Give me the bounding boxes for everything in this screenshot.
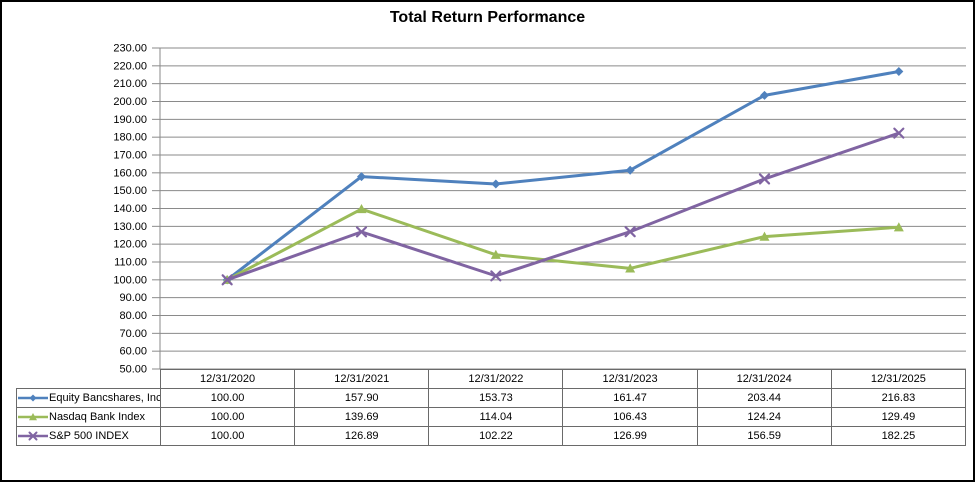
triangle-marker: [29, 413, 37, 421]
x-marker: [28, 431, 38, 441]
series-line: [225, 69, 901, 282]
value-cell: 203.44: [696, 388, 832, 408]
series-line: [225, 131, 901, 282]
date-header-cell: 12/31/2022: [428, 369, 564, 389]
diamond-marker: [760, 90, 769, 100]
value-cell: 161.47: [562, 388, 698, 408]
y-axis-label: 100.00: [113, 274, 147, 286]
value-cell: 156.59: [696, 426, 832, 446]
y-axis-label: 230.00: [113, 43, 147, 55]
y-axis-label: 70.00: [119, 328, 147, 340]
value-cell: 102.22: [428, 426, 564, 446]
legend-series-icon: [18, 431, 48, 441]
y-axis-label: 160.00: [113, 167, 147, 179]
diamond-marker: [894, 66, 904, 76]
y-axis-label: 130.00: [113, 221, 147, 233]
date-header-cell: 12/31/2023: [562, 369, 698, 389]
y-axis-label: 110.00: [114, 257, 147, 269]
legend-label: Equity Bancshares, Inc.: [49, 392, 161, 404]
x-marker: [355, 226, 368, 238]
value-cell: 216.83: [830, 388, 967, 408]
table-corner-cell: [17, 370, 161, 389]
value-cell: 100.00: [159, 426, 296, 446]
x-marker: [221, 274, 233, 286]
date-header-cell: 12/31/2025: [830, 369, 967, 389]
value-cell: 157.90: [294, 388, 430, 408]
triangle-marker: [893, 222, 904, 232]
triangle-marker: [490, 249, 501, 259]
x-marker: [893, 127, 905, 139]
table-row: Nasdaq Bank Index 100.00 139.69 114.04 106.4…: [16, 407, 967, 427]
value-cell: 139.69: [294, 407, 430, 427]
y-axis-label: 200.00: [113, 96, 147, 108]
value-cell: 153.73: [428, 388, 564, 408]
legend-label: S&P 500 INDEX: [49, 430, 129, 442]
x-marker: [758, 173, 771, 185]
y-axis-label: 50.00: [119, 364, 147, 375]
diamond-marker: [491, 179, 501, 189]
value-cell: 129.49: [830, 407, 967, 427]
y-axis-label: 150.00: [113, 185, 147, 197]
value-cell: 126.99: [562, 426, 698, 446]
value-cell: 182.25: [830, 426, 967, 446]
diamond-marker: [29, 394, 37, 402]
legend-label: Nasdaq Bank Index: [49, 411, 146, 423]
y-axis-label: 60.00: [119, 346, 147, 358]
performance-table: 12/31/2020 12/31/2021 12/31/2022 12/31/2023…: [16, 369, 967, 446]
y-axis-label: 170.00: [113, 150, 147, 162]
table-row: Equity Bancshares, Inc. 100.00 157.90 153.7…: [16, 388, 967, 408]
y-axis-label: 140.00: [113, 203, 147, 215]
legend-cell: Equity Bancshares, Inc.: [16, 388, 161, 408]
value-cell: 106.43: [562, 407, 698, 427]
value-cell: 126.89: [294, 426, 430, 446]
legend-cell: S&P 500 INDEX: [16, 426, 161, 446]
value-cell: 114.04: [428, 407, 564, 427]
value-cell: 100.00: [159, 388, 296, 408]
value-cell: 124.24: [696, 407, 832, 427]
chart-title: Total Return Performance: [389, 9, 586, 26]
y-axis-label: 80.00: [119, 310, 147, 322]
date-header-cell: 12/31/2020: [159, 369, 296, 389]
y-axis-label: 210.00: [113, 78, 147, 90]
y-axis-label: 180.00: [113, 132, 147, 144]
y-axis-label: 90.00: [119, 292, 147, 304]
x-marker: [490, 270, 502, 282]
y-axis-label: 120.00: [113, 239, 147, 251]
series-line: [225, 207, 901, 282]
legend-series-icon: [18, 413, 48, 421]
triangle-marker: [759, 231, 770, 241]
date-header-cell: 12/31/2024: [696, 369, 832, 389]
y-axis-label: 220.00: [113, 60, 147, 72]
y-axis-label: 190.00: [113, 114, 147, 126]
table-row: S&P 500 INDEX 100.00 126.89 102.22 126.99 156…: [16, 426, 967, 446]
date-header-cell: 12/31/2021: [294, 369, 430, 389]
legend-cell: Nasdaq Bank Index: [16, 407, 161, 427]
triangle-marker: [625, 263, 636, 273]
x-marker: [624, 226, 636, 238]
diamond-marker: [625, 165, 635, 175]
legend-series-icon: [18, 394, 48, 402]
triangle-marker: [356, 204, 367, 214]
diamond-marker: [357, 172, 366, 182]
line-chart: 230.00 220.00 210.00 200.00 190.00 180.00 170.…: [113, 43, 966, 375]
value-cell: 100.00: [159, 407, 296, 427]
